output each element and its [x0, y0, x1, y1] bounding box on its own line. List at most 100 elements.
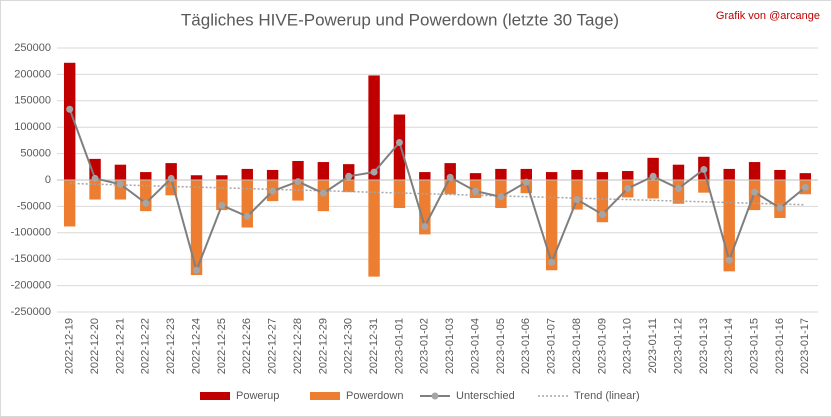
- x-tick-label: 2023-01-02: [419, 318, 431, 374]
- bar: [723, 168, 735, 180]
- bar: [165, 163, 177, 180]
- bar: [140, 172, 152, 180]
- bar: [368, 75, 380, 180]
- bar: [343, 164, 355, 180]
- x-tick-label: 2023-01-04: [469, 318, 481, 374]
- bar: [545, 180, 558, 271]
- x-tick-label: 2022-12-19: [64, 318, 76, 374]
- y-tick-label: -50000: [17, 200, 51, 212]
- y-tick-label: -200000: [11, 280, 51, 292]
- line-marker: [497, 193, 505, 201]
- bar: [545, 172, 558, 180]
- line-marker: [649, 172, 657, 180]
- line-marker: [66, 105, 74, 113]
- bar: [114, 180, 127, 200]
- line-marker: [472, 187, 480, 195]
- line-marker: [598, 210, 606, 218]
- x-tick-label: 2023-01-10: [622, 318, 634, 374]
- x-tick-label: 2022-12-22: [140, 318, 152, 374]
- line-marker: [142, 199, 150, 207]
- bar: [774, 180, 786, 219]
- y-tick-label: -150000: [11, 253, 51, 265]
- x-tick-label: 2023-01-07: [546, 318, 558, 374]
- bar: [114, 164, 127, 180]
- y-tick-label: 200000: [14, 68, 51, 80]
- x-tick-label: 2023-01-14: [723, 318, 735, 374]
- x-tick-label: 2022-12-29: [317, 318, 329, 374]
- y-tick-label: -250000: [11, 306, 51, 318]
- bar: [343, 180, 355, 193]
- bar: [723, 180, 735, 272]
- bar: [190, 180, 203, 276]
- legend-label: Powerup: [236, 390, 279, 402]
- x-tick-label: 2023-01-01: [393, 318, 405, 374]
- x-tick-label: 2022-12-20: [89, 318, 101, 374]
- x-tick-label: 2023-01-16: [774, 318, 786, 374]
- bar: [89, 158, 101, 180]
- line-marker: [725, 256, 733, 264]
- bar: [444, 163, 456, 180]
- bar: [799, 173, 812, 180]
- bar: [89, 180, 101, 200]
- x-tick-label: 2022-12-27: [267, 318, 279, 374]
- legend-label: Unterschied: [456, 390, 515, 402]
- line-marker: [700, 165, 708, 173]
- line-marker: [624, 184, 632, 192]
- bar: [419, 180, 431, 235]
- y-tick-label: 250000: [14, 42, 51, 54]
- legend-swatch: [200, 392, 230, 400]
- line-marker: [193, 266, 201, 274]
- line-marker: [345, 172, 353, 180]
- bar: [647, 180, 659, 199]
- bar: [647, 157, 659, 180]
- y-tick-label: 50000: [20, 148, 51, 160]
- legend-swatch: [431, 392, 439, 400]
- bar: [748, 162, 761, 180]
- bar: [495, 168, 507, 180]
- bar: [698, 180, 710, 193]
- bar: [216, 180, 228, 211]
- x-tick-label: 2022-12-23: [165, 318, 177, 374]
- x-tick-label: 2023-01-11: [647, 318, 659, 373]
- x-tick-label: 2023-01-12: [672, 318, 684, 374]
- bar: [241, 168, 253, 180]
- line-marker: [674, 184, 682, 192]
- bar: [190, 175, 203, 180]
- x-tick-label: 2023-01-08: [571, 318, 583, 374]
- line-marker: [91, 174, 99, 182]
- bar: [596, 172, 609, 180]
- line-marker: [421, 222, 429, 230]
- legend-swatch: [310, 392, 340, 400]
- annotation: Grafik von @arcange: [716, 10, 820, 22]
- bar: [241, 180, 253, 228]
- line-marker: [167, 174, 175, 182]
- line-marker: [116, 180, 124, 188]
- line-marker: [269, 187, 277, 195]
- y-tick-label: 0: [45, 174, 51, 186]
- x-tick-label: 2022-12-21: [114, 318, 126, 374]
- legend-label: Trend (linear): [574, 390, 640, 402]
- line-marker: [751, 188, 759, 196]
- bar: [63, 180, 76, 227]
- line-marker: [395, 139, 403, 147]
- x-tick-label: 2022-12-31: [368, 318, 380, 374]
- x-tick-label: 2023-01-06: [520, 318, 532, 374]
- bar: [672, 164, 685, 180]
- line-marker: [446, 173, 454, 181]
- bar: [292, 160, 304, 180]
- x-tick-label: 2023-01-05: [495, 318, 507, 374]
- bar: [63, 62, 76, 181]
- bar: [165, 180, 177, 196]
- x-tick-label: 2023-01-13: [698, 318, 710, 374]
- x-tick-label: 2023-01-15: [748, 318, 760, 374]
- y-tick-label: 150000: [14, 95, 51, 107]
- trend-line: [69, 182, 806, 206]
- line-marker: [801, 183, 809, 191]
- bar: [596, 180, 609, 223]
- line-marker: [319, 189, 327, 197]
- bar: [266, 169, 279, 180]
- bar: [393, 180, 406, 208]
- x-tick-label: 2022-12-24: [190, 318, 202, 374]
